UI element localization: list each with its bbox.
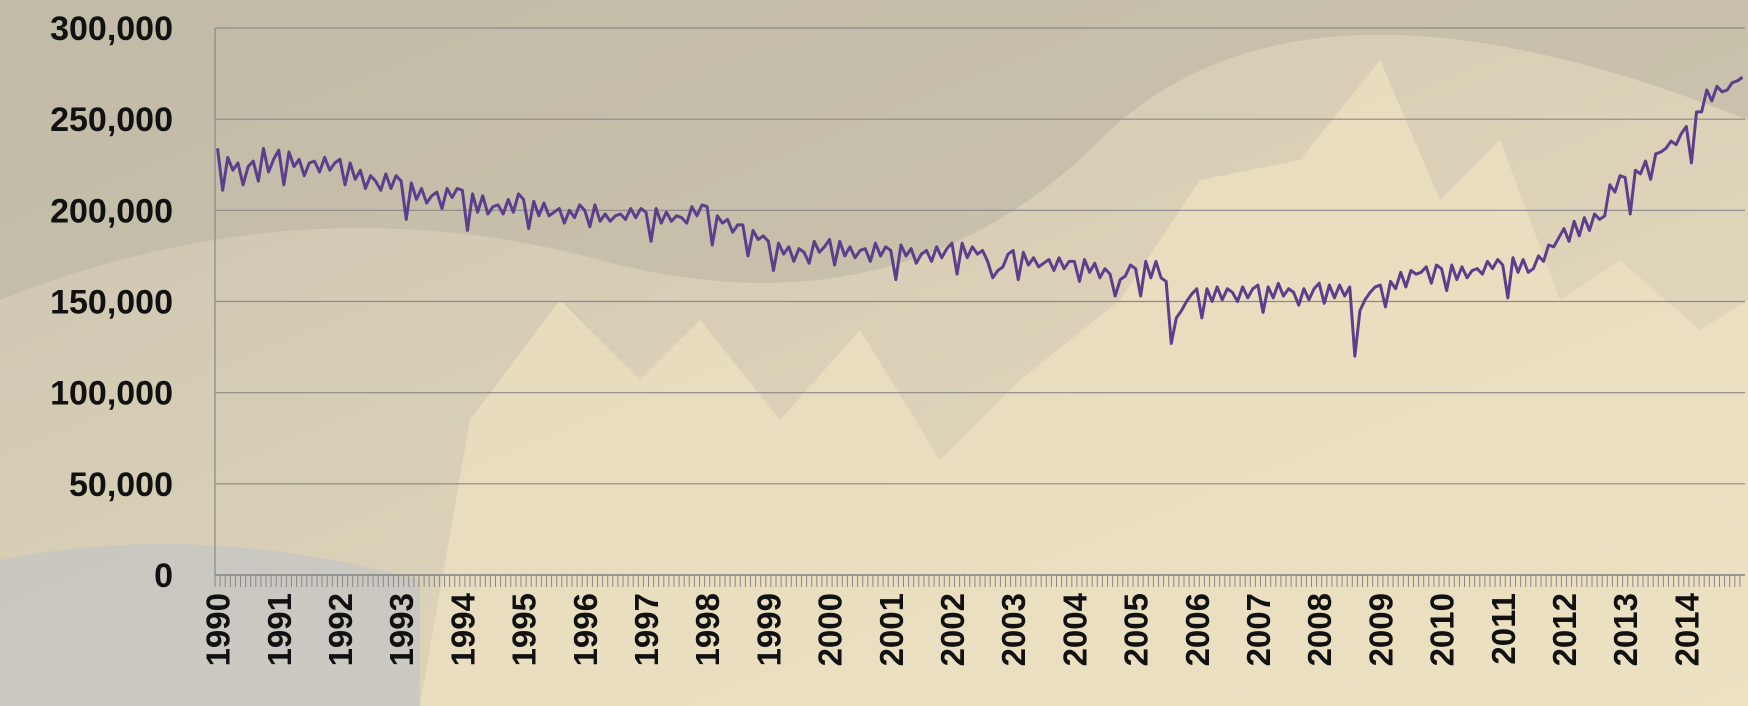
x-tick-label: 2002 bbox=[934, 593, 971, 666]
x-tick-label: 2014 bbox=[1668, 592, 1705, 666]
x-tick-label: 2000 bbox=[812, 593, 849, 666]
y-tick-label: 250,000 bbox=[50, 101, 173, 139]
x-tick-label: 2007 bbox=[1240, 593, 1277, 666]
x-tick-label: 2008 bbox=[1301, 593, 1338, 666]
background-rocks bbox=[420, 60, 1748, 706]
y-tick-label: 0 bbox=[154, 557, 173, 595]
y-tick-label: 300,000 bbox=[50, 10, 173, 48]
x-tick-label: 1991 bbox=[261, 593, 298, 666]
x-tick-label: 1992 bbox=[322, 593, 359, 666]
x-tick-label: 1998 bbox=[689, 593, 726, 666]
background-hill bbox=[0, 0, 1748, 300]
x-tick-label: 2011 bbox=[1485, 593, 1522, 665]
x-tick-label: 1993 bbox=[383, 593, 420, 666]
x-tick-label: 1994 bbox=[444, 592, 481, 666]
y-tick-label: 200,000 bbox=[50, 192, 173, 230]
x-tick-label: 2010 bbox=[1424, 593, 1461, 666]
x-tick-label: 2009 bbox=[1362, 593, 1399, 666]
x-tick-label: 2001 bbox=[873, 593, 910, 666]
x-tick-label: 2005 bbox=[1118, 593, 1155, 666]
x-tick-label: 1997 bbox=[628, 593, 665, 666]
x-tick-label: 1995 bbox=[506, 593, 543, 666]
x-tick-label: 1990 bbox=[200, 593, 237, 666]
y-tick-label: 50,000 bbox=[69, 466, 173, 504]
x-tick-label: 1999 bbox=[750, 593, 787, 666]
x-tick-label: 2012 bbox=[1546, 593, 1583, 666]
y-tick-label: 100,000 bbox=[50, 375, 173, 413]
series-line bbox=[216, 76, 1744, 358]
x-tick-label: 2006 bbox=[1179, 593, 1216, 666]
background-water bbox=[0, 544, 420, 706]
x-tick-label: 1996 bbox=[567, 593, 604, 666]
y-tick-label: 150,000 bbox=[50, 284, 173, 322]
x-tick-label: 2004 bbox=[1056, 592, 1093, 666]
x-tick-label: 2013 bbox=[1607, 593, 1644, 666]
x-tick-label: 2003 bbox=[995, 593, 1032, 666]
